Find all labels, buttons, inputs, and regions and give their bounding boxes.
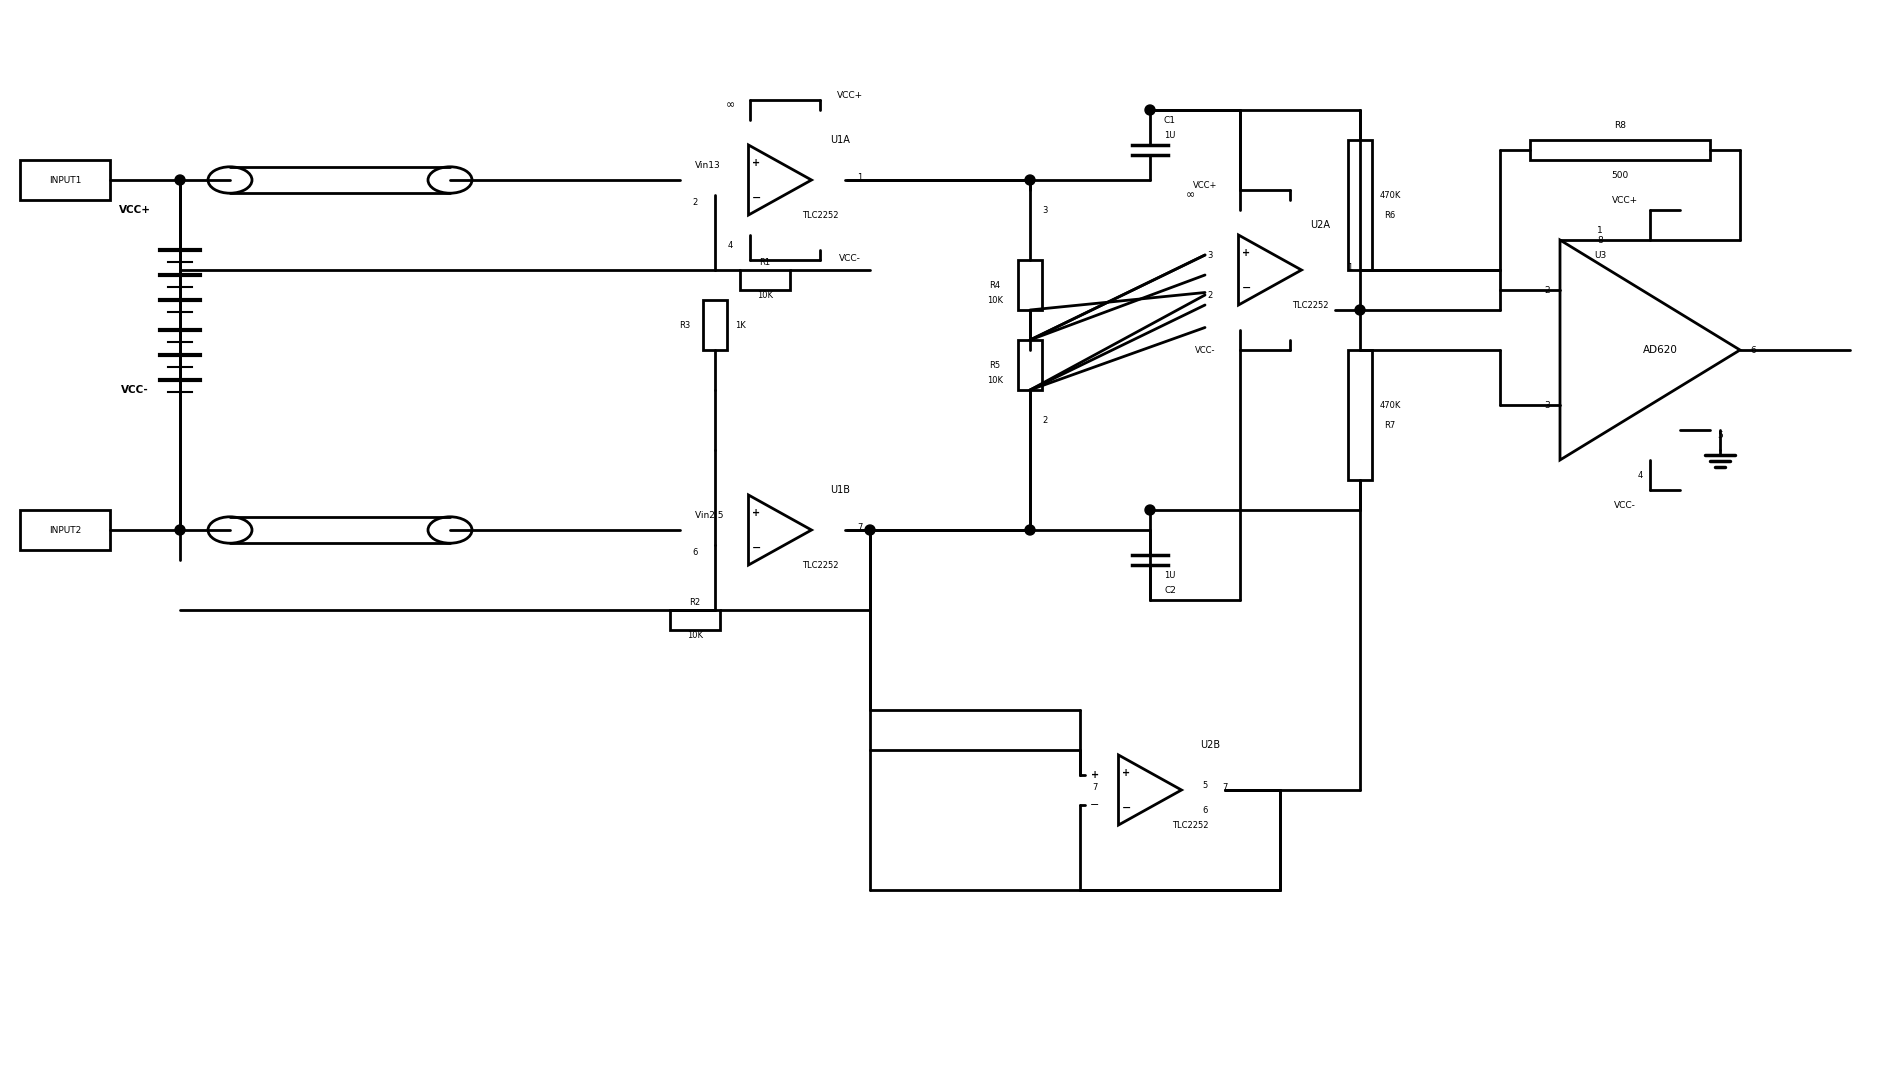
Text: 1: 1 — [857, 172, 862, 182]
Text: TLC2252: TLC2252 — [802, 561, 838, 569]
Text: 10K: 10K — [756, 290, 773, 300]
Text: VCC-: VCC- — [1615, 501, 1636, 509]
Text: R5: R5 — [989, 361, 1000, 369]
Bar — [1348, 350, 1373, 480]
Text: 4: 4 — [1638, 471, 1643, 479]
Text: 1: 1 — [1348, 262, 1352, 272]
Bar — [669, 610, 720, 630]
Text: −: − — [1242, 282, 1252, 292]
Text: TLC2252: TLC2252 — [1292, 301, 1327, 309]
Text: ∞: ∞ — [726, 100, 734, 110]
Text: 10K: 10K — [987, 295, 1002, 305]
Text: 1K: 1K — [734, 321, 745, 330]
Text: 5: 5 — [1203, 780, 1208, 790]
Bar — [1530, 140, 1709, 160]
Text: 2: 2 — [692, 198, 698, 207]
Text: 7: 7 — [1222, 782, 1227, 792]
Ellipse shape — [427, 167, 473, 194]
Text: R7: R7 — [1384, 421, 1396, 429]
Text: U3: U3 — [1594, 250, 1605, 260]
Text: VCC+: VCC+ — [119, 205, 151, 215]
Text: R6: R6 — [1384, 211, 1396, 219]
Bar — [703, 300, 726, 350]
Text: +: + — [1242, 247, 1250, 258]
Text: VCC+: VCC+ — [1611, 196, 1638, 204]
Text: 3: 3 — [1545, 400, 1551, 410]
Bar — [1017, 260, 1042, 310]
Text: +: + — [1123, 767, 1131, 778]
Text: Vin2 5: Vin2 5 — [696, 510, 724, 520]
Text: −: − — [1091, 800, 1101, 810]
Text: 4: 4 — [728, 241, 732, 249]
Text: TLC2252: TLC2252 — [1172, 821, 1208, 829]
Text: 6: 6 — [1749, 346, 1755, 354]
Circle shape — [1144, 505, 1155, 515]
Text: VCC+: VCC+ — [1193, 181, 1218, 189]
Text: R3: R3 — [679, 321, 690, 330]
Text: U2B: U2B — [1201, 740, 1220, 750]
Text: U1A: U1A — [830, 135, 849, 146]
Text: R8: R8 — [1615, 121, 1626, 129]
Text: −: − — [753, 193, 762, 202]
Text: 1U: 1U — [1165, 131, 1176, 139]
Bar — [1017, 340, 1042, 389]
Circle shape — [1144, 105, 1155, 114]
Text: −: − — [753, 542, 762, 552]
Text: 500: 500 — [1611, 170, 1628, 180]
Text: 2: 2 — [1545, 286, 1551, 294]
Text: C1: C1 — [1165, 116, 1176, 124]
Text: +: + — [753, 157, 760, 168]
Text: AD620: AD620 — [1643, 345, 1677, 355]
Text: U2A: U2A — [1310, 220, 1329, 230]
Text: VCC+: VCC+ — [838, 91, 862, 100]
Text: VCC-: VCC- — [1195, 346, 1216, 354]
Text: 8: 8 — [1598, 235, 1604, 245]
Bar — [21, 160, 110, 200]
Text: 7: 7 — [1093, 782, 1097, 792]
Text: 5: 5 — [1717, 430, 1723, 440]
Text: 10K: 10K — [987, 376, 1002, 384]
Bar — [21, 510, 110, 550]
Text: 6: 6 — [692, 548, 698, 556]
Circle shape — [1025, 525, 1034, 535]
Text: −: − — [1121, 802, 1131, 812]
Circle shape — [864, 525, 876, 535]
Text: VCC-: VCC- — [121, 385, 149, 395]
Circle shape — [176, 525, 185, 535]
Text: R1: R1 — [760, 258, 770, 266]
Text: VCC-: VCC- — [840, 254, 860, 262]
Text: 470K: 470K — [1379, 190, 1401, 199]
Text: U1B: U1B — [830, 485, 849, 495]
Text: TLC2252: TLC2252 — [802, 211, 838, 219]
Text: INPUT1: INPUT1 — [49, 175, 81, 184]
Text: C2: C2 — [1165, 585, 1176, 595]
Circle shape — [1356, 305, 1365, 315]
Text: +: + — [1091, 770, 1099, 780]
Text: 1: 1 — [1598, 226, 1604, 234]
Text: Vin13: Vin13 — [696, 160, 720, 169]
Text: 470K: 470K — [1379, 400, 1401, 410]
Bar — [739, 270, 790, 290]
Text: R4: R4 — [989, 280, 1000, 290]
Text: R2: R2 — [690, 597, 700, 607]
Text: ∞: ∞ — [1186, 190, 1195, 200]
Text: 2: 2 — [1042, 415, 1048, 425]
Text: 1U: 1U — [1165, 570, 1176, 580]
Text: 3: 3 — [1042, 205, 1048, 214]
Bar — [1348, 140, 1373, 270]
Text: 6: 6 — [1203, 806, 1208, 814]
Circle shape — [1025, 175, 1034, 185]
Text: 10K: 10K — [686, 630, 703, 640]
Text: 3: 3 — [1206, 250, 1212, 260]
Text: INPUT2: INPUT2 — [49, 525, 81, 535]
Text: 2: 2 — [1206, 290, 1212, 300]
Ellipse shape — [427, 517, 473, 544]
Circle shape — [176, 175, 185, 185]
Text: +: + — [753, 507, 760, 518]
Text: 7: 7 — [857, 522, 862, 532]
